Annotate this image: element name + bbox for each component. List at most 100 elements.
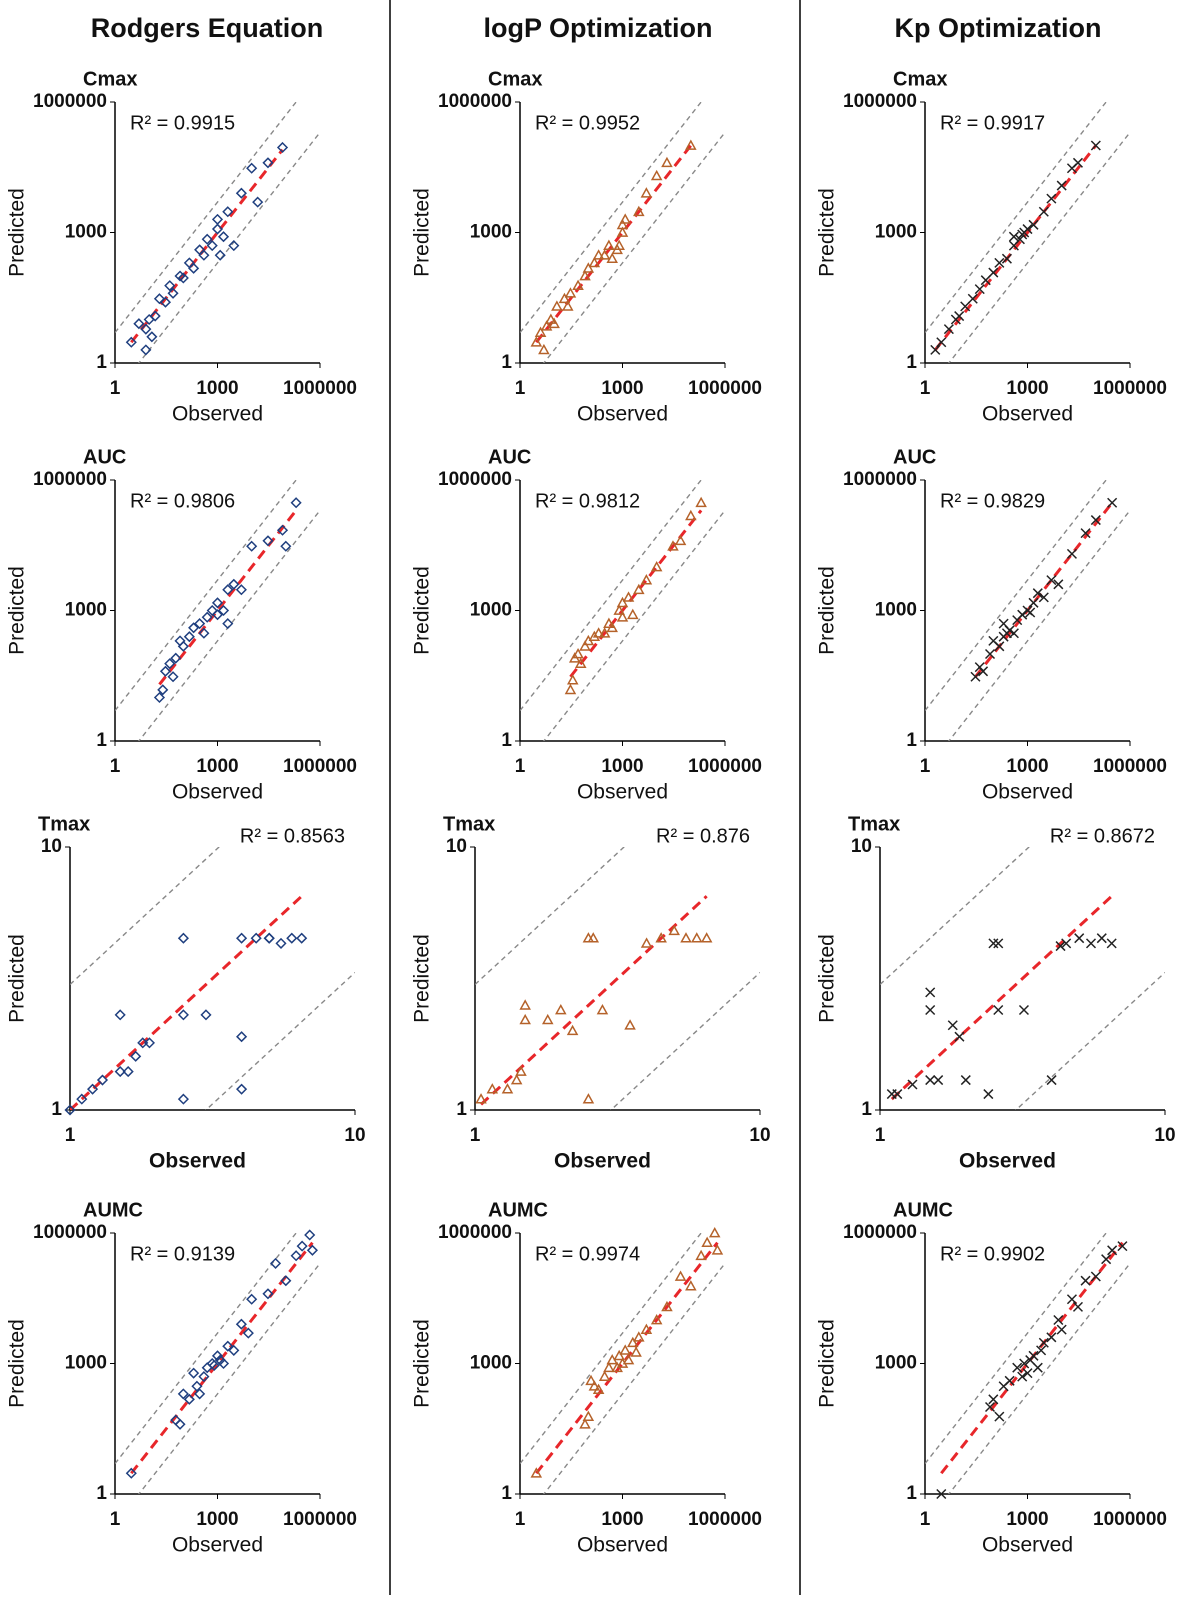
y-tick-label: 1 [96,352,107,373]
data-point [1056,1324,1067,1335]
data-point [1032,1362,1043,1373]
y-tick-label: 1000000 [33,469,107,490]
data-point [1072,157,1084,168]
data-point [993,1004,1004,1016]
data-point [208,1359,220,1372]
data-point [143,1037,156,1049]
panel-title: AUMC [893,1199,953,1221]
data-point [685,1280,697,1291]
data-point [198,1371,210,1383]
data-point [650,169,663,181]
data-point [228,578,240,590]
panel-title: AUMC [488,1199,548,1221]
x-tick-label: 1 [470,1125,481,1146]
data-point [667,540,679,551]
data-point [246,540,258,552]
data-point [153,691,166,704]
data-point [222,584,234,596]
panel-title: AUMC [83,1199,143,1221]
r-squared: R² = 0.9974 [535,1243,640,1265]
data-point [984,648,996,660]
y-tick-label: 1000 [875,600,917,621]
data-point [125,336,137,348]
x-axis-label: Observed [577,1534,668,1557]
data-point [994,257,1005,268]
panel-title: AUC [893,446,936,468]
x-tick-label: 1000 [1006,1509,1048,1530]
y-tick-label: 1 [501,1483,512,1504]
data-point [592,627,605,638]
data-point [177,1009,189,1021]
data-point [1066,548,1077,559]
data-point [252,196,264,208]
r-squared: R² = 0.9139 [130,1243,235,1265]
data-point [146,331,158,343]
data-point [1090,140,1101,151]
data-point [275,937,287,949]
data-point [592,249,605,260]
data-point [235,1318,247,1330]
y-tick-label: 1000 [470,1353,512,1374]
data-point [140,323,152,335]
data-point [530,1467,543,1478]
x-tick-label: 1000 [196,756,238,777]
data-point [306,1244,318,1256]
data-point [1028,219,1039,230]
data-point [296,1240,308,1252]
x-tick-label: 1000 [196,378,238,399]
data-point [174,635,186,647]
y-tick-label: 1000 [65,1353,107,1374]
data-point [954,311,965,322]
data-point [548,317,560,329]
data-point [925,987,936,998]
data-point [633,583,645,595]
data-point [1117,1241,1128,1252]
y-tick-label: 1000 [875,222,917,243]
data-point [1090,1271,1101,1282]
data-point [206,240,218,252]
data-point [236,1031,248,1043]
y-tick-label: 1 [501,730,512,751]
data-point [538,343,550,355]
data-point [1004,1375,1015,1386]
data-point [242,1327,254,1339]
data-point [1085,938,1097,949]
x-axis-label: Observed [982,1534,1073,1557]
data-point [222,618,234,630]
y-tick-label: 1000000 [843,469,917,490]
data-point [564,683,577,695]
r-squared: R² = 0.9952 [535,112,640,134]
fold-line [925,480,1108,712]
fold-line [880,847,1031,986]
data-point [622,1354,635,1365]
data-point [650,1313,663,1325]
fold-line [475,847,626,986]
data-point [616,611,629,622]
data-point [925,1004,936,1016]
data-point [1107,1245,1118,1256]
fold-line [204,971,355,1110]
data-point [701,1236,713,1247]
panel: AUMC R² = 0.9902 Observed Predicted 1 1000 100… [816,1199,1167,1556]
data-point [685,139,697,150]
x-tick-label: 1 [515,378,526,399]
data-point [933,1074,944,1086]
data-point [980,275,991,286]
data-point [1106,938,1117,949]
data-point [661,156,673,168]
x-tick-label: 1 [920,1509,931,1530]
data-point [630,1346,642,1357]
y-tick-label: 1 [456,1099,467,1120]
x-axis-label: Observed [982,781,1073,804]
x-axis-label: Observed [577,403,668,426]
data-point [582,1410,595,1421]
data-point [177,272,189,284]
fold-line [70,847,221,986]
x-tick-label: 1 [920,756,931,777]
x-tick-label: 10 [344,1125,365,1146]
data-point [515,1065,527,1076]
data-point [164,658,176,670]
panel-title: Tmax [38,813,90,835]
